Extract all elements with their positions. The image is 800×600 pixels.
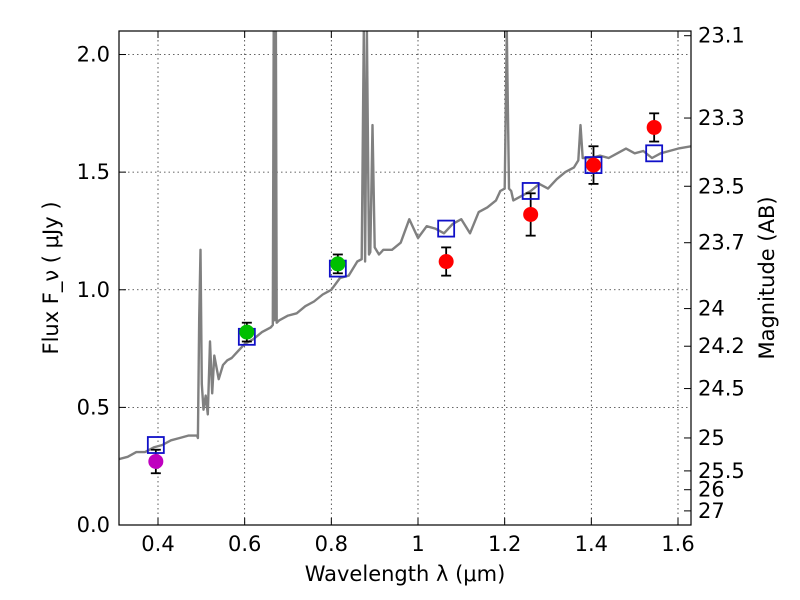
right-tick-label: 23.7 bbox=[698, 231, 745, 255]
x-tick-label: 0.4 bbox=[141, 532, 174, 556]
observed-photometry-point bbox=[239, 324, 255, 340]
model-photometry-square bbox=[584, 156, 603, 174]
right-tick-label: 25 bbox=[698, 426, 725, 450]
model-spectrum-layer bbox=[119, 31, 691, 461]
model-photometry-square bbox=[146, 436, 165, 454]
right-tick-label: 23.3 bbox=[698, 106, 745, 130]
right-tick-label: 24.2 bbox=[698, 334, 745, 358]
right-tick-label: 23.1 bbox=[698, 24, 745, 48]
right-tick-label: 26 bbox=[698, 478, 725, 502]
photometry-layer bbox=[146, 112, 664, 475]
plot-frame bbox=[118, 30, 692, 526]
right-tick-label: 27 bbox=[698, 499, 725, 523]
right-tick-label: 25.5 bbox=[698, 459, 745, 483]
right-tick-label: 24 bbox=[698, 297, 725, 321]
right-tick-label: 23.5 bbox=[698, 174, 745, 198]
model-spectrum-line bbox=[119, 31, 691, 461]
observed-photometry-point bbox=[438, 254, 454, 270]
x-tick-label: 1.2 bbox=[488, 532, 521, 556]
grid-lines bbox=[119, 31, 691, 526]
y-tick-label: 0.0 bbox=[77, 513, 110, 537]
model-photometry-square bbox=[645, 144, 664, 163]
axis-ticks: 0.4 0.6 0.8 1 1.2 1.4 1.6 0.0 0.5 1.0 1.5 2.0 23.1 23… bbox=[77, 24, 745, 556]
right-tick-label: 24.5 bbox=[698, 377, 745, 401]
y-tick-label: 2.0 bbox=[77, 43, 110, 67]
y-axis-right-title: Magnitude (AB) bbox=[755, 196, 779, 359]
observed-photometry-point bbox=[523, 206, 539, 222]
x-tick-label: 1.4 bbox=[575, 532, 608, 556]
y-tick-label: 1.5 bbox=[77, 160, 110, 184]
observed-photometry-point bbox=[586, 157, 601, 173]
observed-photometry-point bbox=[330, 256, 346, 272]
observed-photometry-point bbox=[148, 453, 164, 469]
x-tick-label: 1.6 bbox=[661, 532, 694, 556]
y-tick-label: 1.0 bbox=[77, 278, 110, 302]
observed-photometry-point bbox=[646, 119, 662, 135]
model-photometry-square bbox=[437, 219, 456, 238]
y-tick-label: 0.5 bbox=[77, 395, 110, 419]
x-tick-label: 0.8 bbox=[315, 532, 348, 556]
x-tick-label: 0.6 bbox=[228, 532, 261, 556]
x-tick-label: 1 bbox=[411, 532, 424, 556]
y-axis-title: Flux F_ν ( μJy ) bbox=[39, 201, 64, 354]
x-axis-title: Wavelength λ (μm) bbox=[305, 562, 506, 586]
model-photometry-square bbox=[521, 182, 540, 200]
